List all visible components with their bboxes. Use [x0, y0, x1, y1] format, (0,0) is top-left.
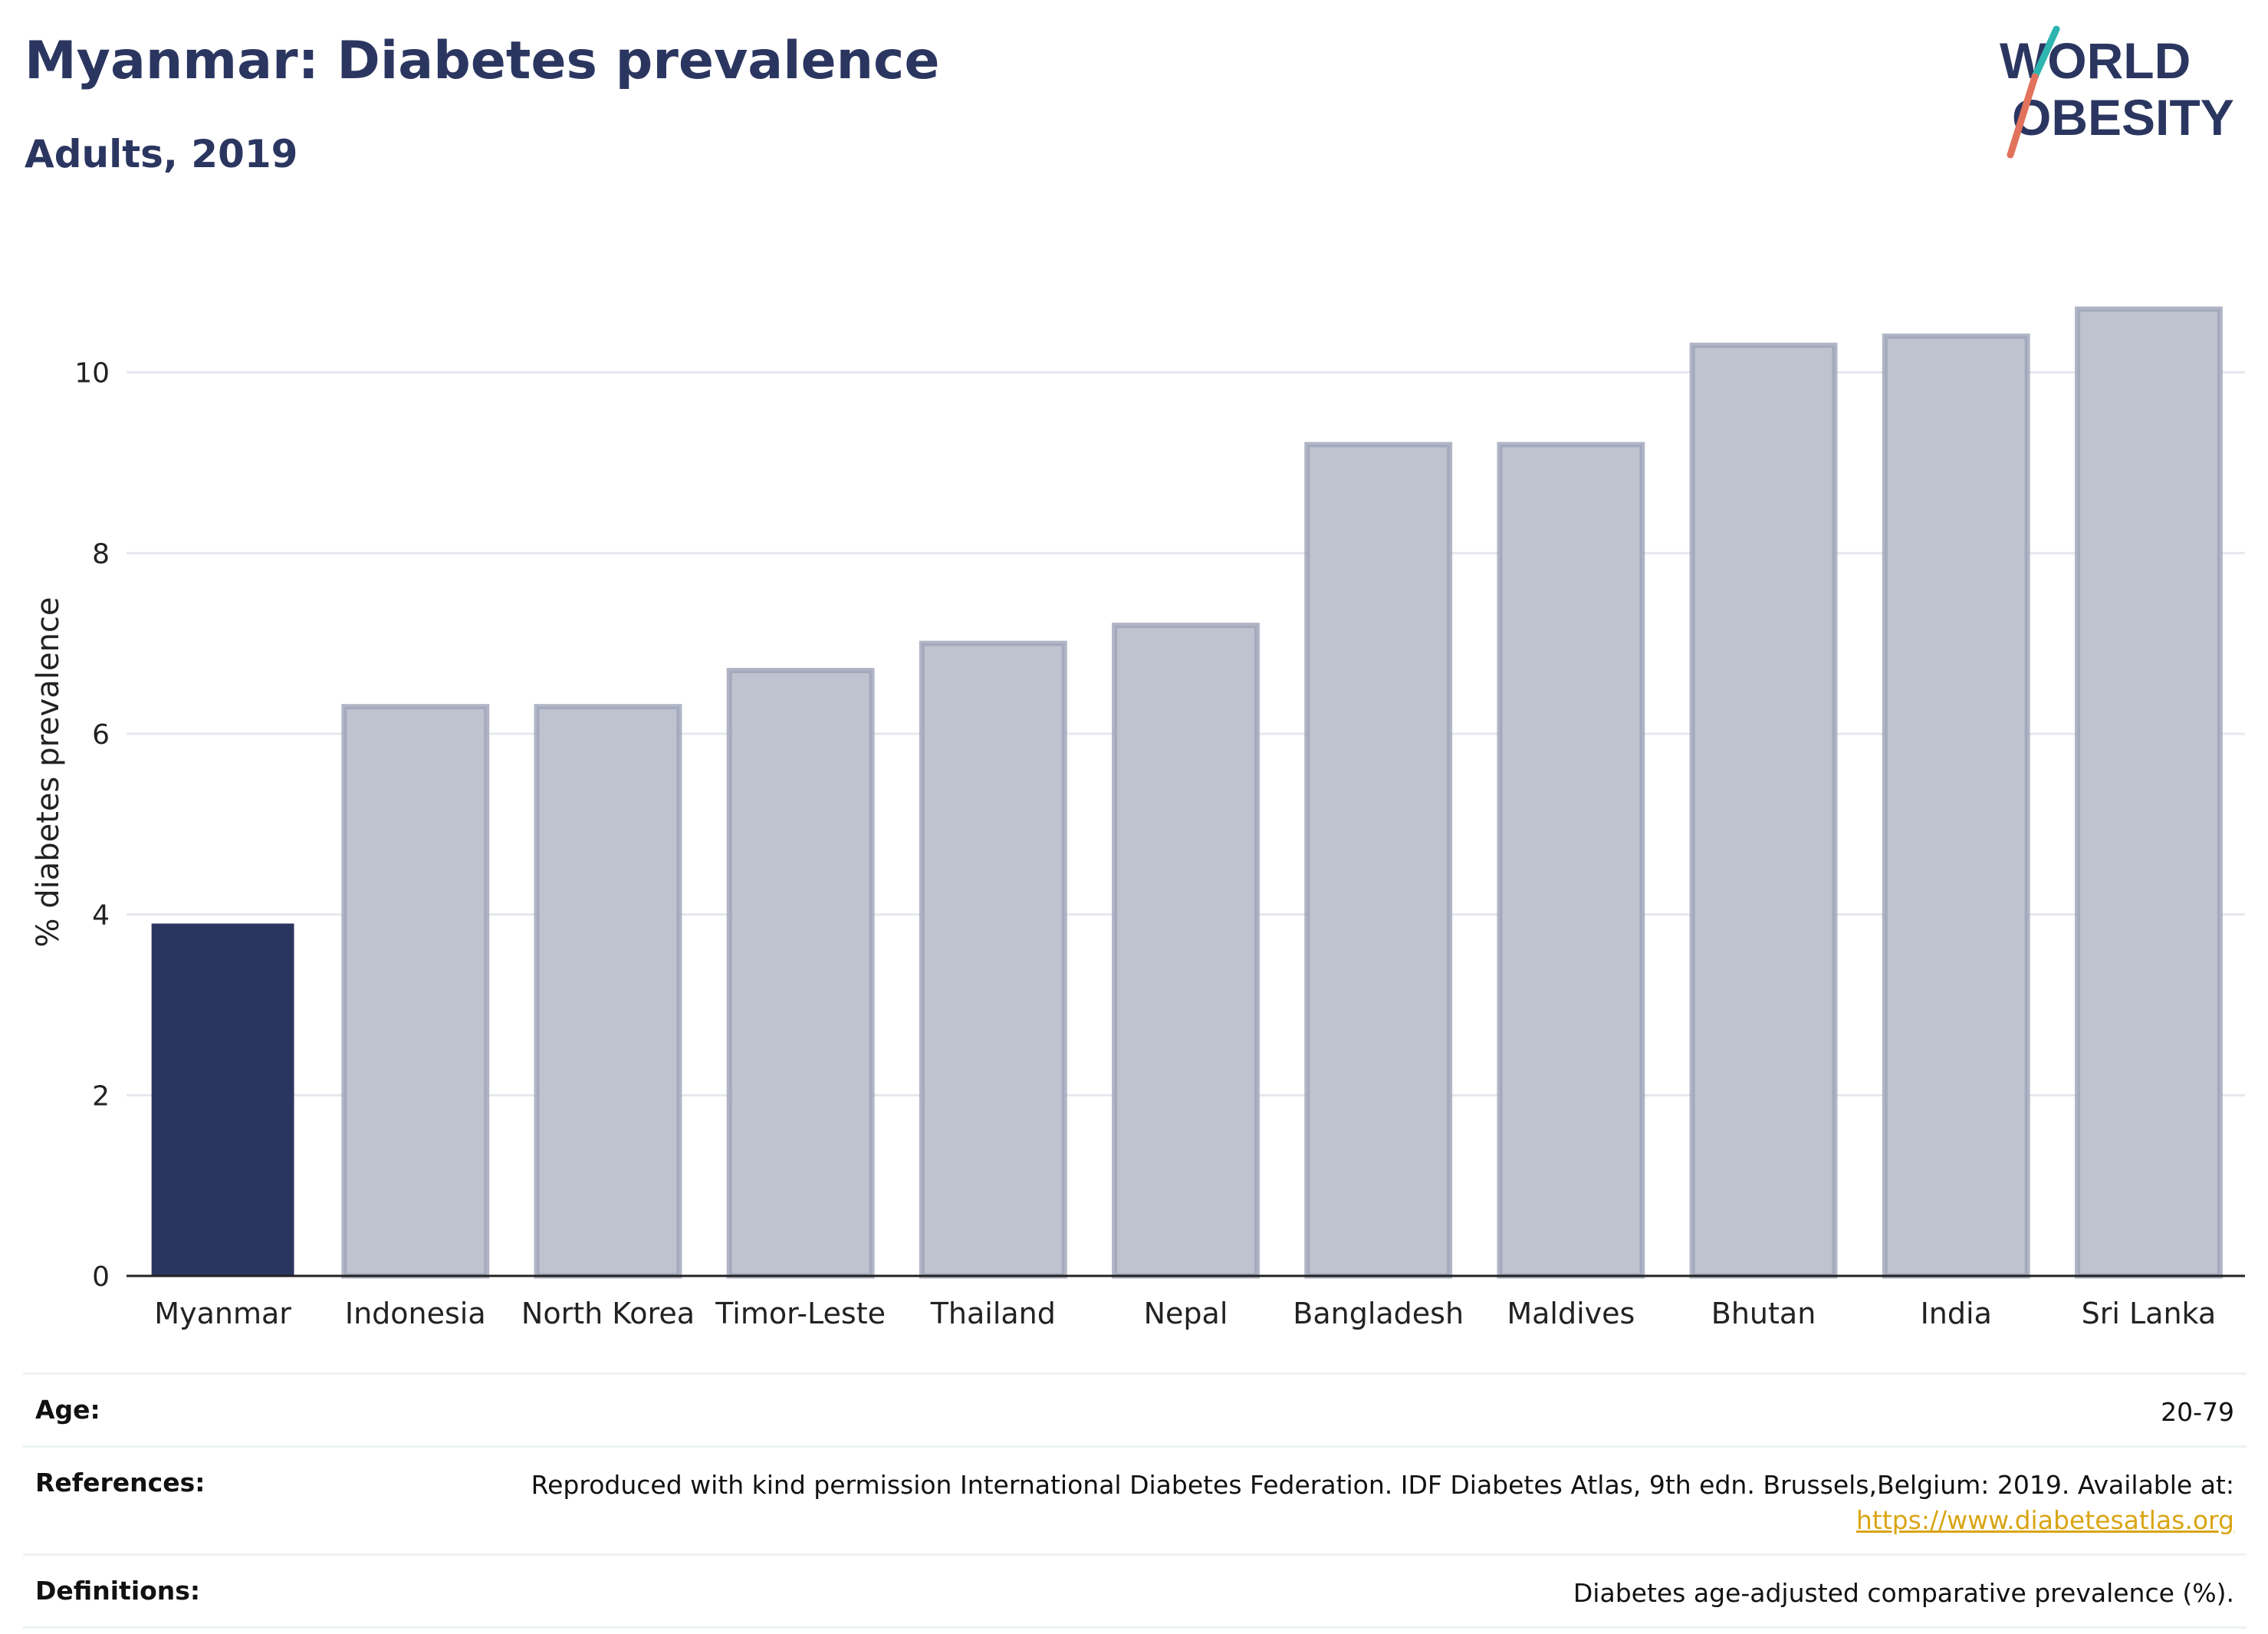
- x-tick-label: Bhutan: [1711, 1297, 1816, 1330]
- y-axis-label: % diabetes prevalence: [31, 597, 66, 947]
- footer-row-references: References: Reproduced with kind permiss…: [23, 1445, 2247, 1553]
- bar: [534, 704, 682, 1279]
- x-tick-label: India: [1921, 1297, 1992, 1330]
- page-title: Myanmar: Diabetes prevalence: [25, 31, 940, 91]
- x-tick-label: Thailand: [930, 1297, 1056, 1330]
- x-tick-label: Sri Lanka: [2082, 1297, 2217, 1330]
- y-tick-label: 10: [74, 358, 110, 390]
- y-tick-label: 0: [92, 1261, 110, 1293]
- bar: [726, 668, 875, 1279]
- references-value: Reproduced with kind permission Internat…: [531, 1468, 2234, 1538]
- y-tick-label: 2: [92, 1080, 110, 1112]
- page-subtitle: Adults, 2019: [25, 132, 298, 176]
- svg-text:OBESITY: OBESITY: [2012, 89, 2234, 146]
- y-tick-label: 6: [92, 719, 110, 751]
- x-tick-label: North Korea: [521, 1297, 695, 1330]
- footer-row-definitions: Definitions: Diabetes age-adjusted compa…: [23, 1553, 2247, 1629]
- x-tick-label: Bangladesh: [1293, 1297, 1464, 1330]
- bar: [1497, 442, 1645, 1279]
- footer-row-age: Age: 20-79: [23, 1373, 2247, 1445]
- age-label: Age:: [35, 1395, 100, 1425]
- definitions-value: Diabetes age-adjusted comparative preval…: [1573, 1578, 2234, 1608]
- bar: [1304, 442, 1453, 1279]
- references-link[interactable]: https://www.diabetesatlas.org: [1855, 1505, 2234, 1535]
- references-label: References:: [35, 1468, 205, 1498]
- x-tick-label: Nepal: [1144, 1297, 1228, 1330]
- x-tick-label: Myanmar: [154, 1297, 291, 1330]
- bar: [1112, 623, 1260, 1279]
- bar-chart: 0 2 4 6 8 10 Myanmar Indonesia North Korea Timor-…: [31, 306, 2245, 1330]
- bar: [151, 923, 294, 1276]
- bar: [919, 640, 1067, 1279]
- age-value: 20-79: [2161, 1397, 2234, 1427]
- x-tick-label: Timor-Leste: [715, 1297, 886, 1330]
- world-obesity-logo: WORLD OBESITY: [2000, 25, 2234, 159]
- bar: [2074, 306, 2223, 1279]
- y-tick-label: 4: [92, 900, 110, 932]
- x-tick-label: Maldives: [1507, 1297, 1635, 1330]
- bar: [341, 704, 490, 1279]
- x-tick-label: Indonesia: [345, 1297, 486, 1330]
- y-tick-label: 8: [92, 538, 110, 570]
- bar: [1689, 342, 1838, 1279]
- references-text: Reproduced with kind permission Internat…: [531, 1470, 2234, 1500]
- definitions-label: Definitions:: [35, 1576, 201, 1606]
- bar: [1882, 334, 2030, 1279]
- chart-footer: Age: 20-79 References: Reproduced with k…: [23, 1373, 2247, 1629]
